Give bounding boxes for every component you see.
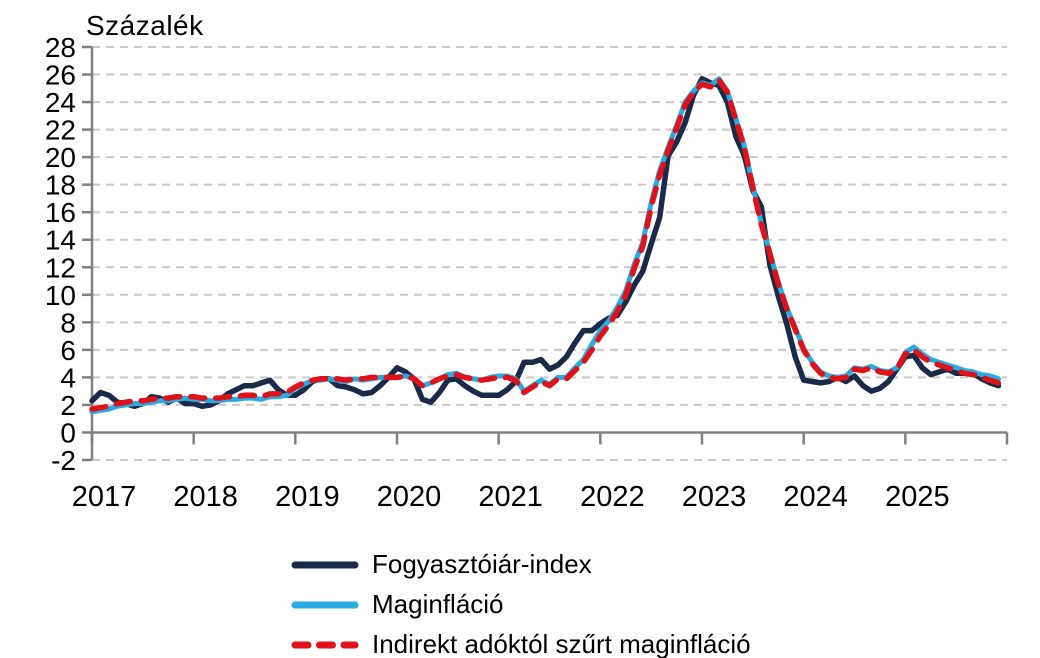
x-tick-label: 2018 — [173, 481, 238, 513]
legend-item-cpi: Fogyasztóiár-index — [290, 549, 751, 580]
cpi-line-swatch-icon — [291, 561, 359, 568]
x-tick-label: 2021 — [478, 481, 543, 513]
y-tick-label: 12 — [45, 252, 76, 283]
y-tick-label: 2 — [60, 390, 76, 421]
x-tick-label: 2022 — [580, 481, 645, 513]
y-tick-label: 10 — [45, 280, 76, 311]
y-tick-label: 28 — [45, 32, 76, 63]
y-tick-label: 14 — [45, 225, 76, 256]
series-line-tax-filtered-core — [89, 77, 1002, 412]
core-inflation-line-swatch-icon — [291, 601, 359, 608]
y-tick-label: 4 — [60, 362, 76, 393]
y-tick-label: 18 — [45, 170, 76, 201]
legend-label-core-inflation: Maginfláció — [372, 589, 504, 619]
chart-legend: Fogyasztóiár-index Maginfláció Indirekt … — [290, 549, 751, 658]
y-tick-label: 24 — [45, 87, 76, 118]
y-tick-label: 8 — [60, 307, 76, 338]
y-tick-label: 20 — [45, 142, 76, 173]
legend-item-tax-filtered-core: Indirekt adóktól szűrt maginfláció — [290, 629, 751, 658]
y-tick-label: 16 — [45, 197, 76, 228]
x-tick-label: 2023 — [682, 481, 747, 513]
x-tick-label: 2024 — [783, 481, 848, 513]
y-tick-label: 0 — [60, 417, 76, 448]
y-tick-label: 6 — [60, 335, 76, 366]
series-line-cpi — [89, 75, 1002, 410]
legend-label-cpi: Fogyasztóiár-index — [372, 549, 592, 579]
y-axis-unit-label: Százalék — [86, 10, 204, 41]
y-tick-label: -2 — [51, 445, 76, 476]
y-tick-label: 26 — [45, 60, 76, 91]
legend-label-tax-filtered-core: Indirekt adóktól szűrt maginfláció — [372, 629, 751, 658]
x-tick-label: 2020 — [377, 481, 442, 513]
x-tick-label: 2017 — [72, 481, 137, 513]
y-tick-label: 22 — [45, 115, 76, 146]
legend-item-core-inflation: Maginfláció — [290, 589, 751, 620]
x-tick-label: 2025 — [885, 481, 950, 513]
tax-filtered-core-dashed-swatch-icon — [291, 641, 359, 648]
x-tick-label: 2019 — [275, 481, 340, 513]
